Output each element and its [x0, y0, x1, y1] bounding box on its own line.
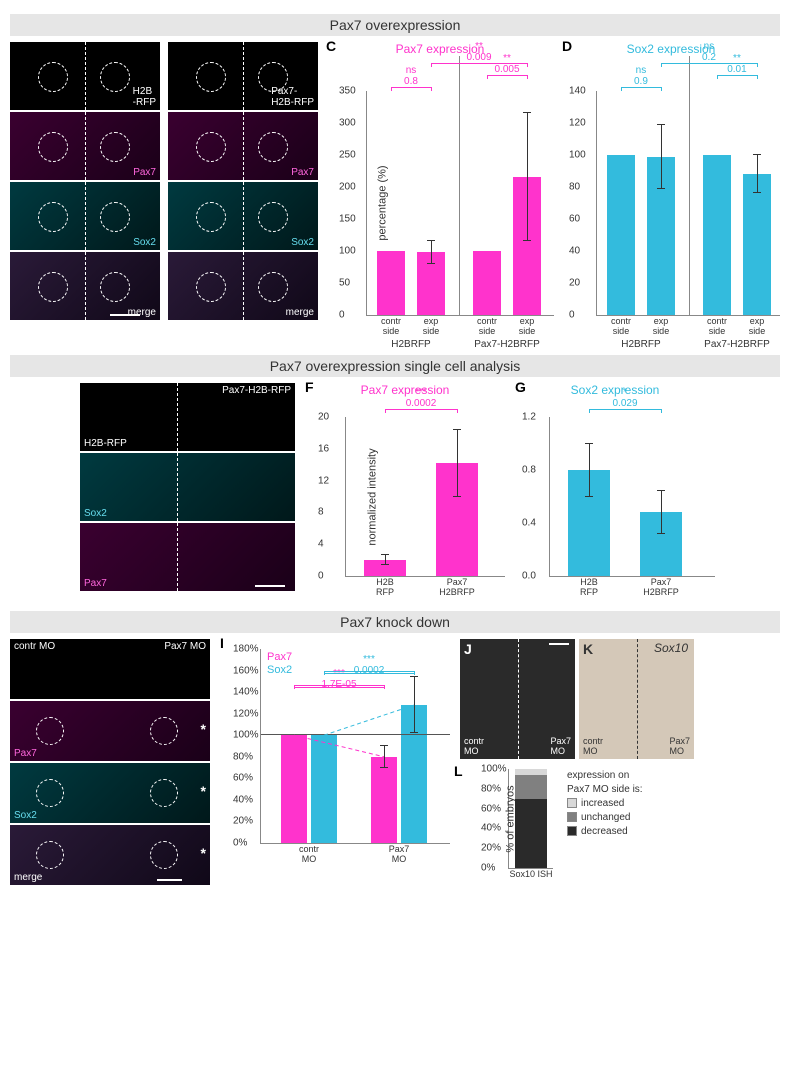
chart-d: 020406080100120140contrsideexpsidecontrs…	[596, 91, 780, 316]
section1-header: Pax7 overexpression	[10, 14, 780, 36]
chart-c-letter: C	[326, 38, 336, 54]
panel-a-row2: Sox2	[10, 182, 160, 250]
panel-b-row2: Sox2	[168, 182, 318, 250]
panel-e-row2-label: Pax7	[84, 578, 107, 589]
section1-row: A H2B-RFP Pax7 Sox2	[10, 42, 780, 351]
panel-e-row1: Sox2	[80, 453, 295, 521]
panel-b-row1: Pax7	[168, 112, 318, 180]
panel-h-row0-left: contr MO	[14, 641, 55, 652]
panel-a-row3-label: merge	[128, 307, 156, 318]
chart-l-wrap: L % of embryos 0%20%40%60%80%100%Sox10 I…	[460, 769, 780, 885]
chart-l-letter: L	[454, 763, 463, 779]
panel-a-row1: Pax7	[10, 112, 160, 180]
chart-l: % of embryos 0%20%40%60%80%100%Sox10 ISH	[508, 769, 553, 869]
chart-i-letter: I	[220, 635, 224, 651]
chart-c-wrap: C Pax7 expression percentage (%) 0501001…	[326, 42, 554, 351]
panel-b: B Pax7-H2B-RFP Pax7 Sox2	[168, 42, 318, 320]
chart-c-title: Pax7 expression	[326, 42, 554, 56]
chart-g: 0.00.40.81.2H2BRFPPax7H2BRFP*0.029	[549, 417, 715, 577]
chart-l-legend: expression onPax7 MO side is: increased …	[567, 769, 643, 885]
panel-j-left-label: contrMO	[464, 737, 484, 757]
panel-h-row3-label: merge	[14, 872, 42, 883]
chart-l-legend-item-1: unchanged	[567, 811, 643, 825]
panels-jkl: J contrMO Pax7MO K Sox10 contrMO Pax7MO …	[460, 639, 780, 885]
panel-a-grid: H2B-RFP Pax7 Sox2 merge	[10, 42, 160, 320]
panel-e-row1-label: Sox2	[84, 508, 107, 519]
panel-a-row1-label: Pax7	[133, 167, 156, 178]
chart-g-letter: G	[515, 379, 526, 395]
section2-header: Pax7 overexpression single cell analysis	[10, 355, 780, 377]
panel-b-row0: Pax7-H2B-RFP	[168, 42, 318, 110]
panel-k: K Sox10 contrMO Pax7MO	[579, 639, 694, 759]
chart-g-wrap: G Sox2 expression 0.00.40.81.2H2BRFPPax7…	[515, 383, 715, 607]
panel-a-row0-label: H2B-RFP	[133, 86, 156, 108]
panel-h-row2-label: Sox2	[14, 810, 37, 821]
section2-row: E H2B-RFP Pax7-H2B-RFP Sox2 Pax7 F Pax7 …	[10, 383, 780, 607]
panel-b-row2-label: Sox2	[291, 237, 314, 248]
panel-h-row0-right: Pax7 MO	[164, 641, 206, 652]
panel-b-row1-label: Pax7	[291, 167, 314, 178]
panel-b-row3-label: merge	[286, 307, 314, 318]
panels-jk-row: J contrMO Pax7MO K Sox10 contrMO Pax7MO	[460, 639, 780, 759]
chart-f-wrap: F Pax7 expression normalized intensity 0…	[305, 383, 505, 607]
panel-h-row0: contr MO Pax7 MO	[10, 639, 210, 699]
section3-header: Pax7 knock down	[10, 611, 780, 633]
chart-f-ylabel: normalized intensity	[367, 448, 379, 545]
panel-e-row0: H2B-RFP Pax7-H2B-RFP	[80, 383, 295, 451]
chart-l-legend-title: expression onPax7 MO side is:	[567, 769, 643, 797]
chart-f-letter: F	[305, 379, 314, 395]
panel-h-row2: * Sox2	[10, 763, 210, 823]
panel-h-grid: contr MO Pax7 MO * Pax7 * Sox2 * merge	[10, 639, 210, 885]
panel-a: A H2B-RFP Pax7 Sox2	[10, 42, 160, 320]
panel-h-row1-label: Pax7	[14, 748, 37, 759]
panel-e: E H2B-RFP Pax7-H2B-RFP Sox2 Pax7	[80, 383, 295, 591]
panel-h-row1: * Pax7	[10, 701, 210, 761]
panel-h-row3: * merge	[10, 825, 210, 885]
panel-e-row2: Pax7	[80, 523, 295, 591]
chart-c: percentage (%) 050100150200250300350cont…	[366, 91, 554, 316]
panel-j: J contrMO Pax7MO	[460, 639, 575, 759]
panel-e-grid: H2B-RFP Pax7-H2B-RFP Sox2 Pax7	[80, 383, 295, 591]
chart-l-legend-item-2: decreased	[567, 825, 643, 839]
chart-d-title: Sox2 expression	[562, 42, 780, 56]
panel-k-left-label: contrMO	[583, 737, 603, 757]
section3-row: H contr MO Pax7 MO * Pax7 * Sox2 *	[10, 639, 780, 885]
chart-f: normalized intensity 048121620H2BRFPPax7…	[345, 417, 505, 577]
panel-h: H contr MO Pax7 MO * Pax7 * Sox2 *	[10, 639, 210, 885]
panel-j-letter: J	[464, 641, 472, 657]
panel-e-row0-right: Pax7-H2B-RFP	[222, 385, 291, 396]
panel-j-right-label: Pax7MO	[550, 737, 571, 757]
panel-k-title: Sox10	[654, 641, 688, 655]
panel-b-row3: merge	[168, 252, 318, 320]
panel-b-row0-label: Pax7-H2B-RFP	[271, 86, 314, 108]
panel-k-right-label: Pax7MO	[669, 737, 690, 757]
chart-c-ylabel: percentage (%)	[377, 165, 389, 240]
panel-b-grid: Pax7-H2B-RFP Pax7 Sox2 merge	[168, 42, 318, 320]
panel-a-row2-label: Sox2	[133, 237, 156, 248]
panel-e-row0-left: H2B-RFP	[84, 438, 127, 449]
panel-k-letter: K	[583, 641, 593, 657]
chart-d-letter: D	[562, 38, 572, 54]
chart-i: Pax7 Sox2 0%20%40%60%80%100%120%140%160%…	[260, 649, 450, 844]
panel-a-row0: H2B-RFP	[10, 42, 160, 110]
panel-a-row3: merge	[10, 252, 160, 320]
chart-i-wrap: I Pax7 Sox2 0%20%40%60%80%100%120%140%16…	[220, 639, 450, 879]
chart-l-legend-item-0: increased	[567, 797, 643, 811]
chart-d-wrap: D Sox2 expression 020406080100120140cont…	[562, 42, 780, 351]
